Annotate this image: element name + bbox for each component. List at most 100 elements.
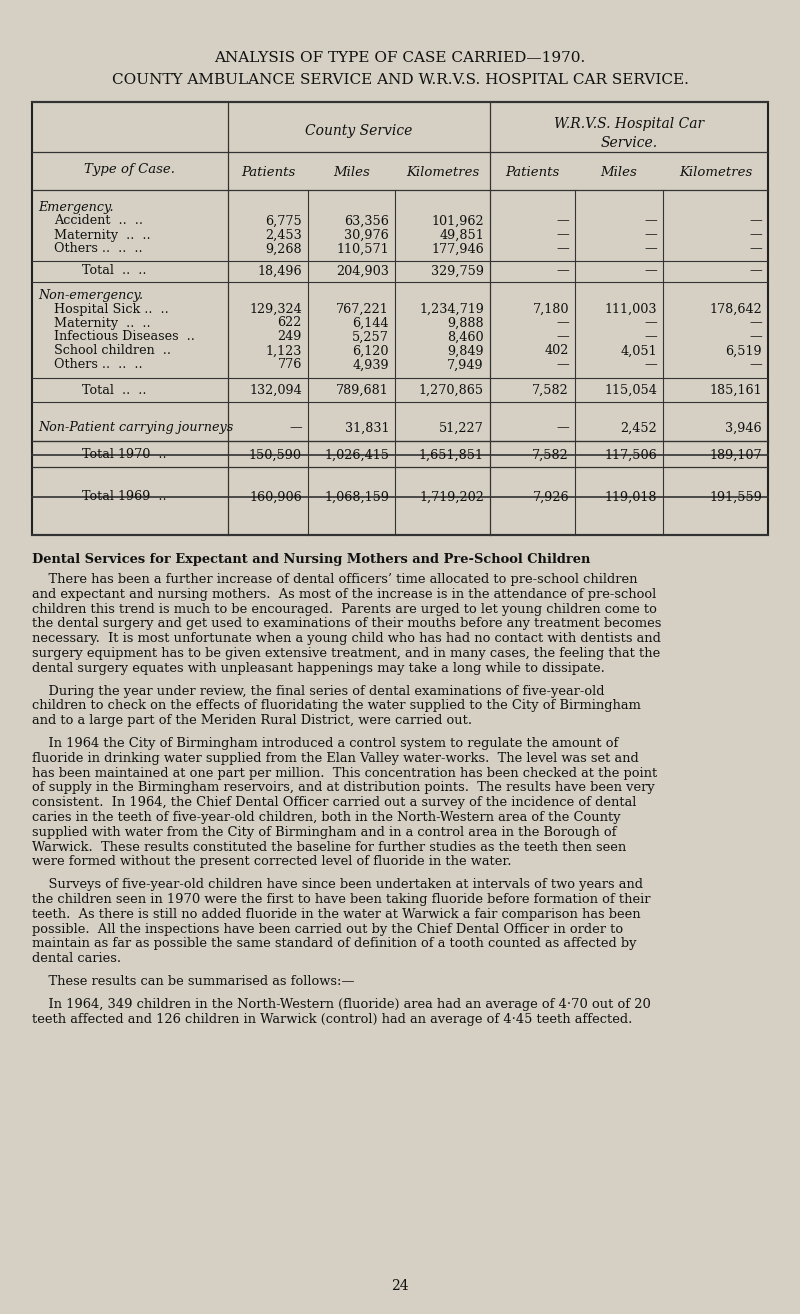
Text: 1,719,202: 1,719,202 (419, 490, 484, 503)
Text: Accident  ..  ..: Accident .. .. (54, 214, 143, 227)
Text: 117,506: 117,506 (604, 448, 657, 461)
Text: —: — (556, 317, 569, 330)
Text: —: — (750, 331, 762, 343)
Text: 160,906: 160,906 (250, 490, 302, 503)
Text: dental caries.: dental caries. (32, 953, 121, 966)
Text: 4,051: 4,051 (620, 344, 657, 357)
Text: —: — (750, 359, 762, 372)
Text: 30,976: 30,976 (344, 229, 389, 242)
Text: —: — (750, 264, 762, 277)
Text: 101,962: 101,962 (431, 214, 484, 227)
Text: 63,356: 63,356 (344, 214, 389, 227)
Text: Total  ..  ..: Total .. .. (82, 384, 146, 397)
Text: 1,068,159: 1,068,159 (324, 490, 389, 503)
Text: 4,939: 4,939 (352, 359, 389, 372)
Text: Surveys of five-year-old children have since been undertaken at intervals of two: Surveys of five-year-old children have s… (32, 878, 643, 891)
Text: Emergency.: Emergency. (38, 201, 114, 213)
Text: 6,775: 6,775 (266, 214, 302, 227)
Text: 24: 24 (391, 1279, 409, 1293)
Text: teeth affected and 126 children in Warwick (control) had an average of 4·45 teet: teeth affected and 126 children in Warwi… (32, 1013, 632, 1026)
Text: Service.: Service. (601, 137, 658, 150)
Text: —: — (644, 243, 657, 255)
Text: ANALYSIS OF TYPE OF CASE CARRIED—1970.: ANALYSIS OF TYPE OF CASE CARRIED—1970. (214, 51, 586, 64)
Text: Patients: Patients (241, 166, 295, 179)
Text: 6,120: 6,120 (353, 344, 389, 357)
Text: Non-Patient carrying journeys: Non-Patient carrying journeys (38, 422, 234, 435)
Text: 6,144: 6,144 (353, 317, 389, 330)
Text: 7,926: 7,926 (532, 490, 569, 503)
Text: 7,582: 7,582 (532, 448, 569, 461)
Text: 1,234,719: 1,234,719 (419, 302, 484, 315)
Text: 49,851: 49,851 (439, 229, 484, 242)
Text: —: — (556, 214, 569, 227)
Text: 767,221: 767,221 (336, 302, 389, 315)
Text: 177,946: 177,946 (431, 243, 484, 255)
Text: Dental Services for Expectant and Nursing Mothers and Pre-School Children: Dental Services for Expectant and Nursin… (32, 553, 590, 566)
Text: dental surgery equates with unpleasant happenings may take a long while to dissi: dental surgery equates with unpleasant h… (32, 662, 605, 675)
Text: 1,026,415: 1,026,415 (324, 448, 389, 461)
Text: —: — (556, 264, 569, 277)
Text: consistent.  In 1964, the Chief Dental Officer carried out a survey of the incid: consistent. In 1964, the Chief Dental Of… (32, 796, 636, 809)
Text: the dental surgery and get used to examinations of their mouths before any treat: the dental surgery and get used to exami… (32, 618, 662, 631)
Text: surgery equipment has to be given extensive treatment, and in many cases, the fe: surgery equipment has to be given extens… (32, 646, 660, 660)
Text: 150,590: 150,590 (249, 448, 302, 461)
Text: children this trend is much to be encouraged.  Parents are urged to let young ch: children this trend is much to be encour… (32, 603, 657, 615)
Text: 185,161: 185,161 (710, 384, 762, 397)
Text: School children  ..: School children .. (54, 344, 171, 357)
Text: 119,018: 119,018 (605, 490, 657, 503)
Text: 622: 622 (278, 317, 302, 330)
Text: —: — (556, 243, 569, 255)
Text: 115,054: 115,054 (604, 384, 657, 397)
Text: 51,227: 51,227 (439, 422, 484, 435)
Text: supplied with water from the City of Birmingham and in a control area in the Bor: supplied with water from the City of Bir… (32, 825, 617, 838)
Text: In 1964 the City of Birmingham introduced a control system to regulate the amoun: In 1964 the City of Birmingham introduce… (32, 737, 618, 750)
Text: —: — (644, 331, 657, 343)
Text: fluoride in drinking water supplied from the Elan Valley water-works.  The level: fluoride in drinking water supplied from… (32, 752, 638, 765)
Text: 9,849: 9,849 (447, 344, 484, 357)
Text: 18,496: 18,496 (258, 264, 302, 277)
Text: 9,268: 9,268 (266, 243, 302, 255)
Text: 111,003: 111,003 (605, 302, 657, 315)
Text: Patients: Patients (506, 166, 560, 179)
Text: Maternity  ..  ..: Maternity .. .. (54, 317, 150, 330)
Text: 129,324: 129,324 (250, 302, 302, 315)
Text: —: — (750, 317, 762, 330)
Text: 191,559: 191,559 (709, 490, 762, 503)
Text: 1,270,865: 1,270,865 (419, 384, 484, 397)
Text: —: — (556, 229, 569, 242)
Text: —: — (750, 229, 762, 242)
Text: Total  ..  ..: Total .. .. (82, 264, 146, 277)
Text: —: — (644, 229, 657, 242)
Text: possible.  All the inspections have been carried out by the Chief Dental Officer: possible. All the inspections have been … (32, 922, 623, 936)
Text: necessary.  It is most unfortunate when a young child who has had no contact wit: necessary. It is most unfortunate when a… (32, 632, 661, 645)
Text: teeth.  As there is still no added fluoride in the water at Warwick a fair compa: teeth. As there is still no added fluori… (32, 908, 641, 921)
Text: —: — (750, 214, 762, 227)
Text: —: — (644, 317, 657, 330)
Text: County Service: County Service (306, 124, 413, 138)
Text: Kilometres: Kilometres (406, 166, 479, 179)
Text: 329,759: 329,759 (431, 264, 484, 277)
Text: were formed without the present corrected level of fluoride in the water.: were formed without the present correcte… (32, 855, 511, 869)
Text: —: — (644, 359, 657, 372)
Text: Miles: Miles (601, 166, 638, 179)
Text: Kilometres: Kilometres (679, 166, 752, 179)
Text: 1,651,851: 1,651,851 (419, 448, 484, 461)
Text: 31,831: 31,831 (345, 422, 389, 435)
Text: Infectious Diseases  ..: Infectious Diseases .. (54, 331, 195, 343)
Text: 2,452: 2,452 (620, 422, 657, 435)
Text: 132,094: 132,094 (250, 384, 302, 397)
Text: Total 1969  ..: Total 1969 .. (82, 490, 166, 503)
Text: —: — (290, 422, 302, 435)
Text: 1,123: 1,123 (266, 344, 302, 357)
Text: Miles: Miles (333, 166, 370, 179)
Text: There has been a further increase of dental officers’ time allocated to pre-scho: There has been a further increase of den… (32, 573, 638, 586)
Text: W.R.V.S. Hospital Car: W.R.V.S. Hospital Car (554, 117, 704, 131)
Text: and expectant and nursing mothers.  As most of the increase is in the attendance: and expectant and nursing mothers. As mo… (32, 587, 656, 600)
Text: 3,946: 3,946 (726, 422, 762, 435)
Text: 249: 249 (278, 331, 302, 343)
Text: 7,180: 7,180 (533, 302, 569, 315)
Text: children to check on the effects of fluoridating the water supplied to the City : children to check on the effects of fluo… (32, 699, 641, 712)
Text: and to a large part of the Meriden Rural District, were carried out.: and to a large part of the Meriden Rural… (32, 715, 472, 727)
Text: 402: 402 (545, 344, 569, 357)
Text: 204,903: 204,903 (336, 264, 389, 277)
